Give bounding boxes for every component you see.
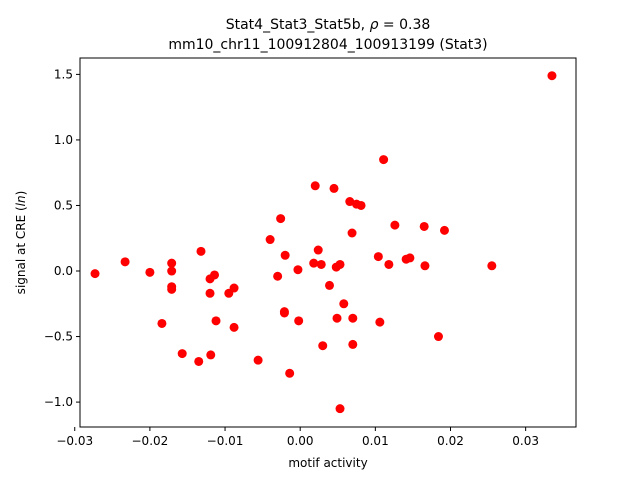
data-point-30 — [310, 181, 320, 191]
y-axis-ticks: −1.0 −0.5 0.0 0.5 1.0 1.5 — [44, 67, 80, 409]
data-point-4 — [167, 258, 177, 268]
data-point-19 — [253, 355, 263, 365]
x-tick-label: 0.02 — [437, 434, 464, 448]
data-point-1 — [120, 257, 130, 267]
data-point-7 — [167, 266, 177, 276]
data-point-43 — [348, 313, 358, 323]
data-point-37 — [332, 313, 342, 323]
x-tick-label: 0.03 — [512, 434, 539, 448]
data-point-21 — [273, 271, 283, 281]
data-point-40 — [339, 299, 349, 309]
data-point-44 — [348, 339, 358, 349]
data-point-31 — [313, 245, 323, 255]
data-point-6 — [167, 284, 177, 294]
data-point-35 — [329, 183, 339, 193]
y-tick-label: −0.5 — [44, 330, 73, 344]
x-axis-ticks: −0.03 −0.02 −0.01 0.00 0.01 0.02 0.03 — [56, 427, 539, 448]
data-point-48 — [375, 317, 385, 327]
data-point-15 — [211, 316, 221, 326]
data-point-50 — [384, 259, 394, 269]
x-tick-label: 0.00 — [287, 434, 314, 448]
data-point-14 — [210, 270, 220, 280]
y-tick-label: 1.0 — [54, 133, 73, 147]
data-point-59 — [547, 71, 557, 81]
data-point-57 — [439, 225, 449, 235]
data-point-56 — [433, 332, 443, 342]
data-point-3 — [157, 318, 167, 328]
x-tick-label: −0.02 — [132, 434, 169, 448]
x-tick-label: −0.03 — [56, 434, 93, 448]
data-point-0 — [90, 269, 100, 279]
data-point-24 — [279, 307, 289, 317]
data-point-58 — [487, 261, 497, 271]
data-point-47 — [373, 252, 383, 262]
data-point-12 — [205, 288, 215, 298]
x-tick-label: 0.01 — [362, 434, 389, 448]
chart-title-line2: mm10_chr11_100912804_100913199 (Stat3) — [168, 37, 487, 53]
data-point-49 — [379, 155, 389, 165]
data-point-26 — [285, 368, 295, 378]
data-point-28 — [294, 316, 304, 326]
data-point-41 — [345, 197, 355, 207]
plot-frame — [79, 57, 577, 428]
data-point-8 — [177, 349, 187, 359]
data-point-33 — [318, 341, 328, 351]
y-tick-label: 0.0 — [54, 264, 73, 278]
data-point-10 — [196, 246, 206, 256]
data-point-17 — [229, 283, 239, 293]
x-axis-label: motif activity — [288, 456, 367, 470]
data-point-22 — [276, 214, 286, 224]
data-point-25 — [280, 250, 290, 260]
chart-title-line1: Stat4_Stat3_Stat5b, ρ = 0.38 — [226, 17, 431, 33]
data-point-2 — [145, 267, 155, 277]
data-point-39 — [335, 404, 345, 414]
data-point-18 — [229, 322, 239, 332]
data-points — [90, 71, 557, 414]
data-point-55 — [420, 261, 430, 271]
y-tick-label: −1.0 — [44, 395, 73, 409]
data-point-38 — [335, 259, 345, 269]
y-tick-label: 0.5 — [54, 198, 73, 212]
data-point-29 — [309, 258, 319, 268]
y-tick-label: 1.5 — [54, 67, 73, 81]
data-point-27 — [293, 265, 303, 275]
data-point-53 — [405, 253, 415, 263]
data-point-54 — [419, 221, 429, 231]
data-point-20 — [265, 235, 275, 245]
data-point-46 — [356, 200, 366, 210]
data-point-9 — [194, 356, 204, 366]
data-point-51 — [390, 220, 400, 230]
x-tick-label: −0.01 — [207, 434, 244, 448]
data-point-42 — [347, 228, 357, 238]
data-point-32 — [316, 259, 326, 269]
data-point-13 — [206, 350, 216, 360]
data-point-34 — [325, 280, 334, 290]
y-axis-label: signal at CRE (ln) — [14, 191, 28, 295]
